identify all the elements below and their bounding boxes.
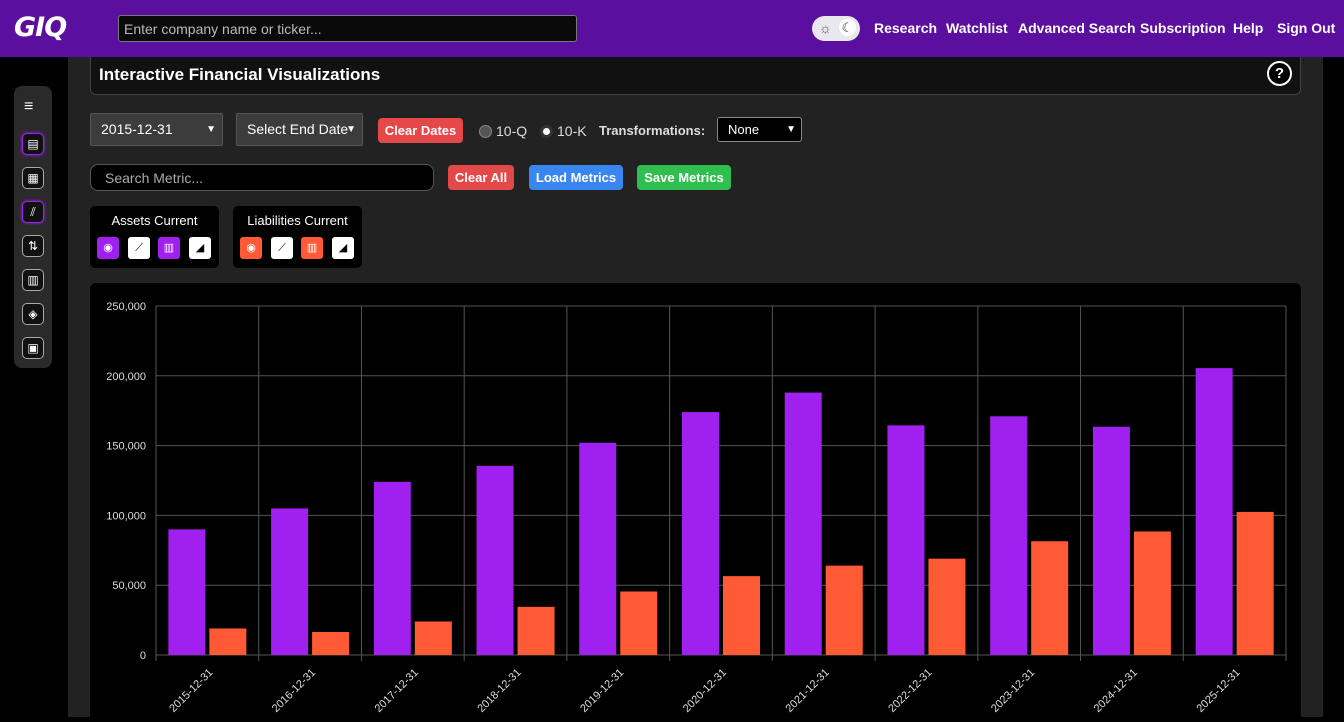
start-date-value: 2015-12-31 [101, 121, 173, 137]
bar-assets-current [682, 412, 719, 655]
bar-assets-current [168, 529, 206, 655]
building-icon[interactable]: ▣ [22, 337, 44, 359]
nav-sign-out[interactable]: Sign Out [1277, 20, 1336, 36]
x-tick-label: 2022-12-31 [886, 667, 934, 715]
bar-liabilities-current [1031, 541, 1069, 655]
area-chart-icon[interactable]: ◢ [189, 237, 211, 259]
theme-toggle[interactable]: ☼ ☾ [812, 16, 860, 41]
help-button[interactable]: ? [1267, 61, 1292, 86]
bar-liabilities-current [414, 621, 452, 655]
bar-liabilities-current [1133, 531, 1171, 655]
radio-10k-label: 10-K [557, 123, 587, 139]
x-tick-label: 2024-12-31 [1092, 667, 1140, 715]
clear-all-button[interactable]: Clear All [448, 165, 514, 190]
y-tick-label: 0 [140, 650, 146, 662]
x-tick-label: 2015-12-31 [167, 667, 215, 715]
chevron-down-icon: ▼ [346, 124, 356, 135]
metric-card-assets-current: Assets Current ◉ ⟋ ▥ ◢ [90, 206, 219, 268]
bar-assets-current [887, 425, 925, 655]
y-tick-label: 100,000 [106, 510, 146, 522]
bar-liabilities-current [620, 591, 658, 655]
moon-icon: ☾ [839, 19, 856, 36]
x-tick-label: 2021-12-31 [784, 667, 832, 715]
bar-liabilities-current [312, 631, 350, 655]
page-title: Interactive Financial Visualizations [99, 65, 381, 84]
x-tick-label: 2019-12-31 [578, 667, 626, 715]
sidebar: ≡ ▤ ▦ ⫽ ⇅ ▥ ◈ ▣ [14, 86, 52, 368]
x-tick-label: 2016-12-31 [270, 667, 318, 715]
bar-assets-current [1092, 426, 1130, 655]
nav-watchlist[interactable]: Watchlist [946, 20, 1008, 36]
y-tick-label: 200,000 [106, 371, 146, 383]
document-icon[interactable]: ▤ [22, 133, 44, 155]
bar-assets-current [373, 481, 411, 655]
radio-10q-label: 10-Q [496, 123, 528, 139]
chevron-down-icon: ▼ [786, 124, 796, 135]
clear-dates-button[interactable]: Clear Dates [378, 118, 463, 143]
metric-name: Assets Current [111, 213, 198, 228]
nav-subscription[interactable]: Subscription [1140, 20, 1226, 36]
x-tick-label: 2025-12-31 [1194, 667, 1242, 715]
giq-logo[interactable]: GIQ [14, 12, 67, 43]
nav-help[interactable]: Help [1233, 20, 1264, 36]
table-icon[interactable]: ▦ [22, 167, 44, 189]
y-tick-label: 50,000 [112, 580, 146, 592]
metric-card-liabilities-current: Liabilities Current ◉ ⟋ ▥ ◢ [233, 206, 362, 268]
bar-assets-current [579, 442, 617, 655]
line-chart-icon[interactable]: ⟋ [128, 237, 150, 259]
transformation-value: None [728, 122, 760, 137]
nav-research[interactable]: Research [874, 20, 938, 36]
bar-liabilities-current [928, 558, 966, 655]
bar-liabilities-current [723, 576, 760, 655]
top-navbar: GIQ ☼ ☾ Research Watchlist Advanced Sear… [0, 0, 1344, 57]
bar-liabilities-current [1236, 511, 1274, 655]
bar-assets-current [476, 465, 514, 655]
calculator-icon[interactable]: ▥ [22, 269, 44, 291]
company-search-input[interactable] [118, 15, 577, 42]
bar-chart-icon[interactable]: ▥ [301, 237, 323, 259]
bar-chart-icon[interactable]: ▥ [158, 237, 180, 259]
radio-dot [479, 125, 492, 138]
main-panel: Interactive Financial Visualizations ? 2… [68, 57, 1323, 717]
eye-icon[interactable]: ◉ [97, 237, 119, 259]
bar-assets-current [271, 508, 309, 655]
bar-assets-current [784, 392, 822, 655]
radio-dot-selected [540, 125, 553, 138]
transformations-label: Transformations: [599, 123, 706, 138]
page-header: Interactive Financial Visualizations ? [90, 57, 1301, 95]
transformation-select[interactable]: None ▼ [717, 117, 802, 142]
x-tick-label: 2018-12-31 [475, 667, 523, 715]
metric-name: Liabilities Current [247, 213, 348, 228]
chart-area: 0 50,000 100,000 150,000 200,000 250,000 2015-… [90, 283, 1301, 717]
bar-chart: 0 50,000 100,000 150,000 200,000 250,000 2015-… [106, 301, 1287, 715]
transfer-icon[interactable]: ⇅ [22, 235, 44, 257]
chevron-down-icon: ▼ [206, 124, 216, 135]
end-date-value: Select End Date [247, 121, 349, 137]
load-metrics-button[interactable]: Load Metrics [529, 165, 623, 190]
x-tick-label: 2017-12-31 [373, 667, 421, 715]
y-tick-label: 150,000 [106, 441, 146, 453]
radio-10k[interactable]: 10-K [540, 123, 587, 139]
bar-assets-current [990, 416, 1028, 655]
bar-assets-current [1195, 368, 1233, 655]
end-date-select[interactable]: Select End Date ▼ [236, 113, 363, 146]
x-tick-label: 2020-12-31 [681, 667, 729, 715]
x-tick-label: 2023-12-31 [989, 667, 1037, 715]
bar-liabilities-current [209, 628, 247, 655]
area-chart-icon[interactable]: ◢ [332, 237, 354, 259]
sun-icon: ☼ [819, 20, 832, 36]
y-tick-label: 250,000 [106, 301, 146, 313]
metric-search-input[interactable] [90, 164, 434, 191]
start-date-select[interactable]: 2015-12-31 ▼ [90, 113, 223, 146]
eye-icon[interactable]: ◉ [240, 237, 262, 259]
handshake-icon[interactable]: ◈ [22, 303, 44, 325]
bar-liabilities-current [825, 565, 863, 655]
nav-advanced-search[interactable]: Advanced Search [1018, 20, 1136, 36]
save-metrics-button[interactable]: Save Metrics [637, 165, 731, 190]
menu-icon[interactable]: ≡ [24, 98, 34, 115]
line-chart-icon[interactable]: ⟋ [271, 237, 293, 259]
chart-icon[interactable]: ⫽ [22, 201, 44, 223]
bar-liabilities-current [517, 606, 555, 655]
radio-10q[interactable]: 10-Q [479, 123, 527, 139]
